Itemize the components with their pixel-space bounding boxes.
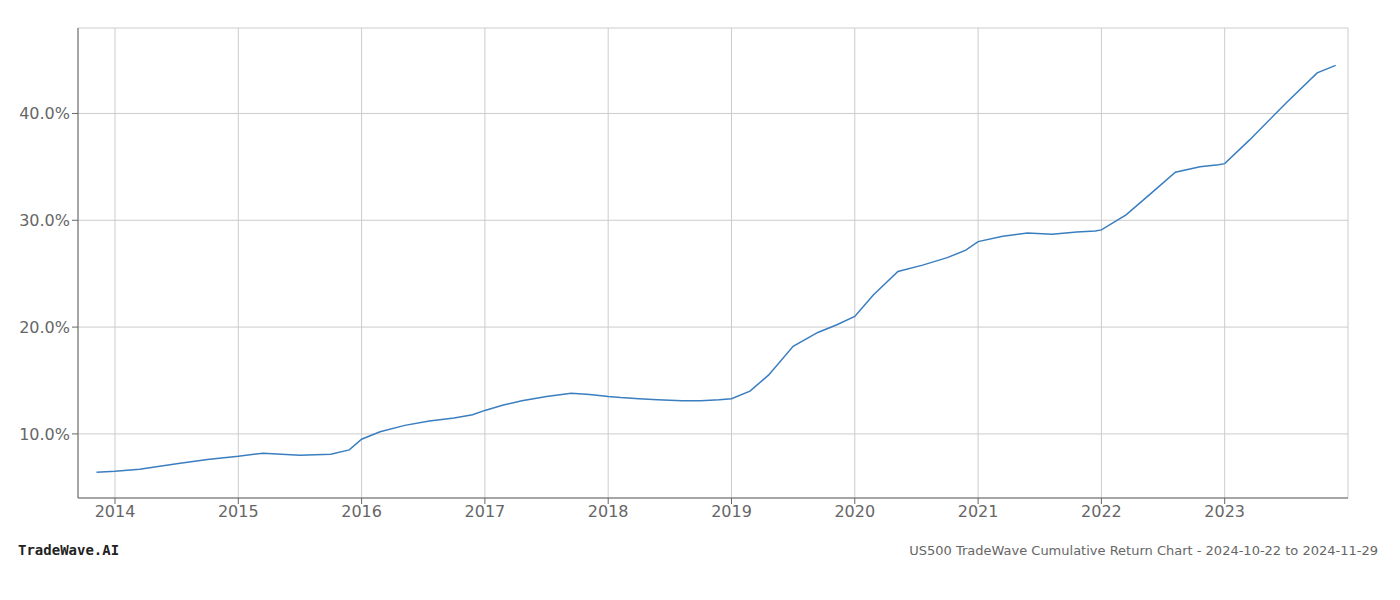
svg-text:2020: 2020	[834, 502, 875, 521]
svg-text:2023: 2023	[1204, 502, 1245, 521]
svg-text:2018: 2018	[588, 502, 629, 521]
svg-text:40.0%: 40.0%	[19, 104, 70, 123]
html-text:US500 TradeWave Cumulative Ret: US500 TradeWave Cumulative Return Chart …	[909, 543, 1378, 558]
svg-text:2016: 2016	[341, 502, 382, 521]
svg-text:2017: 2017	[465, 502, 506, 521]
svg-text:2015: 2015	[218, 502, 259, 521]
svg-text:30.0%: 30.0%	[19, 211, 70, 230]
svg-text:2022: 2022	[1081, 502, 1122, 521]
html-text:TradeWave.AI: TradeWave.AI	[18, 542, 120, 558]
svg-text:20.0%: 20.0%	[19, 318, 70, 337]
svg-text:2019: 2019	[711, 502, 752, 521]
svg-text:10.0%: 10.0%	[19, 425, 70, 444]
svg-text:2014: 2014	[95, 502, 136, 521]
svg-text:2021: 2021	[958, 502, 999, 521]
